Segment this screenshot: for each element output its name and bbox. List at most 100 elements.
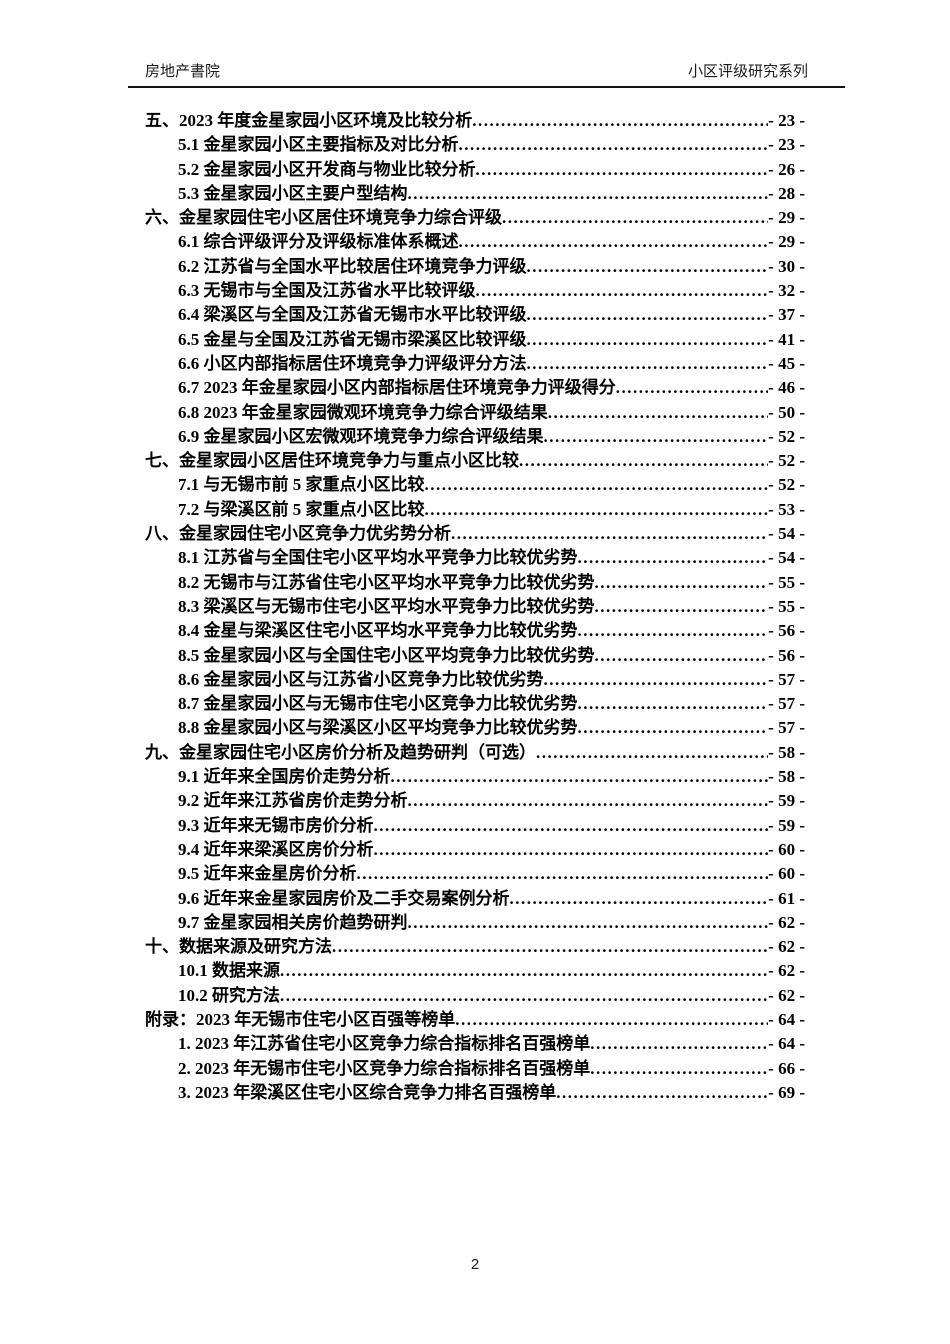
toc-entry[interactable]: 9.4 近年来梁溪区房价分析 - 60 -: [128, 838, 845, 862]
toc-entry-label: 6.9 金星家园小区宏微观环境竞争力综合评级结果: [178, 426, 544, 446]
toc-entry-label: 10.2 研究方法: [178, 985, 280, 1005]
toc-dot-leader: [476, 158, 769, 182]
toc-entry-page: - 58 -: [768, 767, 805, 787]
toc-entry-page: - 41 -: [768, 329, 805, 349]
toc-entry-page: - 59 -: [768, 791, 805, 811]
toc-dot-leader: [544, 425, 769, 449]
toc-dot-leader: [408, 182, 769, 206]
toc-dot-leader: [578, 546, 769, 570]
toc-entry-label: 8.7 金星家园小区与无锡市住宅小区竞争力比较优劣势: [178, 694, 578, 714]
toc-entry[interactable]: 9.6 近年来金星家园房价及二手交易案例分析 - 61 -: [128, 887, 845, 911]
toc-dot-leader: [408, 911, 769, 935]
toc-entry[interactable]: 8.2 无锡市与江苏省住宅小区平均水平竞争力比较优劣势 - 55 -: [128, 571, 845, 595]
toc-dot-leader: [527, 328, 769, 352]
toc-entry[interactable]: 8.4 金星与梁溪区住宅小区平均水平竞争力比较优劣势 - 56 -: [128, 619, 845, 643]
toc-entry[interactable]: 6.2 江苏省与全国水平比较居住环境竞争力评级 - 30 -: [128, 255, 845, 279]
toc-entry[interactable]: 6.3 无锡市与全国及江苏省水平比较评级 - 32 -: [128, 279, 845, 303]
toc-entry[interactable]: 10.2 研究方法 - 62 -: [128, 984, 845, 1008]
toc-dot-leader: [502, 206, 768, 230]
document-page: 房地产書院 小区评级研究系列 五、2023 年度金星家园小区环境及比较分析 - …: [128, 0, 845, 1105]
toc-entry[interactable]: 5.2 金星家园小区开发商与物业比较分析 - 26 -: [128, 158, 845, 182]
toc-entry-label: 8.8 金星家园小区与梁溪区小区平均竞争力比较优劣势: [178, 718, 578, 738]
toc-entry-label: 8.2 无锡市与江苏省住宅小区平均水平竞争力比较优劣势: [178, 572, 595, 592]
toc-entry[interactable]: 7.1 与无锡市前 5 家重点小区比较 - 52 -: [128, 473, 845, 497]
toc-entry[interactable]: 7.2 与梁溪区前 5 家重点小区比较 - 53 -: [128, 498, 845, 522]
toc-entry-label: 9.7 金星家园相关房价趋势研判: [178, 912, 408, 932]
toc-entry-page: - 46 -: [768, 378, 805, 398]
toc-dot-leader: [548, 401, 768, 425]
toc-entry[interactable]: 2. 2023 年无锡市住宅小区竞争力综合指标排名百强榜单 - 66 -: [128, 1057, 845, 1081]
toc-dot-leader: [527, 303, 769, 327]
toc-entry-label: 8.3 梁溪区与无锡市住宅小区平均水平竞争力比较优劣势: [178, 596, 595, 616]
toc-entry-label: 8.5 金星家园小区与全国住宅小区平均竞争力比较优劣势: [178, 645, 595, 665]
toc-entry-page: - 54 -: [768, 524, 805, 544]
toc-entry[interactable]: 1. 2023 年江苏省住宅小区竞争力综合指标排名百强榜单 - 64 -: [128, 1032, 845, 1056]
toc-entry-page: - 52 -: [768, 475, 805, 495]
header-brand: 房地产書院: [145, 63, 221, 80]
toc-entry[interactable]: 9.2 近年来江苏省房价走势分析 - 59 -: [128, 789, 845, 813]
toc-entry-page: - 37 -: [768, 305, 805, 325]
toc-entry[interactable]: 6.1 综合评级评分及评级标准体系概述 - 29 -: [128, 230, 845, 254]
toc-entry[interactable]: 六、金星家园住宅小区居住环境竞争力综合评级 - 29 -: [128, 206, 845, 230]
toc-entry[interactable]: 九、金星家园住宅小区房价分析及趋势研判（可选） - 58 -: [128, 741, 845, 765]
toc-entry[interactable]: 十、数据来源及研究方法 - 62 -: [128, 935, 845, 959]
toc-entry[interactable]: 9.1 近年来全国房价走势分析 - 58 -: [128, 765, 845, 789]
toc-entry[interactable]: 五、2023 年度金星家园小区环境及比较分析 - 23 -: [128, 109, 845, 133]
toc-entry-page: - 23 -: [768, 111, 805, 130]
toc-dot-leader: [425, 473, 769, 497]
toc-dot-leader: [578, 692, 769, 716]
toc-dot-leader: [527, 352, 769, 376]
toc-entry-label: 8.4 金星与梁溪区住宅小区平均水平竞争力比较优劣势: [178, 621, 578, 641]
toc-entry[interactable]: 8.6 金星家园小区与江苏省小区竞争力比较优劣势 - 57 -: [128, 668, 845, 692]
toc-dot-leader: [519, 449, 768, 473]
page-footer: 2: [0, 1256, 950, 1273]
toc-dot-leader: [280, 984, 768, 1008]
toc-entry-page: - 64 -: [768, 1009, 805, 1029]
page-number: 2: [470, 1256, 480, 1273]
toc-entry[interactable]: 6.5 金星与全国及江苏省无锡市梁溪区比较评级 - 41 -: [128, 328, 845, 352]
toc-entry-label: 2. 2023 年无锡市住宅小区竞争力综合指标排名百强榜单: [178, 1058, 591, 1078]
toc-entry[interactable]: 5.1 金星家园小区主要指标及对比分析 - 23 -: [128, 133, 845, 157]
toc-entry-page: - 62 -: [768, 912, 805, 932]
toc-entry[interactable]: 6.6 小区内部指标居住环境竞争力评级评分方法 - 45 -: [128, 352, 845, 376]
toc-entry[interactable]: 附录：2023 年无锡市住宅小区百强等榜单 - 64 -: [128, 1008, 845, 1032]
toc-dot-leader: [476, 279, 769, 303]
toc-entry-label: 6.8 2023 年金星家园微观环境竞争力综合评级结果: [178, 402, 548, 422]
toc-entry[interactable]: 10.1 数据来源 - 62 -: [128, 959, 845, 983]
toc-entry-label: 9.3 近年来无锡市房价分析: [178, 815, 374, 835]
toc-entry[interactable]: 8.7 金星家园小区与无锡市住宅小区竞争力比较优劣势 - 57 -: [128, 692, 845, 716]
toc-entry-label: 6.7 2023 年金星家园小区内部指标居住环境竞争力评级得分: [178, 378, 616, 398]
toc-entry[interactable]: 9.5 近年来金星房价分析 - 60 -: [128, 862, 845, 886]
toc-entry[interactable]: 八、金星家园住宅小区竞争力优劣势分析 - 54 -: [128, 522, 845, 546]
toc-entry-label: 6.6 小区内部指标居住环境竞争力评级评分方法: [178, 353, 527, 373]
toc-entry-label: 6.3 无锡市与全国及江苏省水平比较评级: [178, 281, 476, 301]
toc-entry[interactable]: 8.5 金星家园小区与全国住宅小区平均竞争力比较优劣势 - 56 -: [128, 644, 845, 668]
toc-entry-page: - 32 -: [768, 281, 805, 301]
toc-entry[interactable]: 3. 2023 年梁溪区住宅小区综合竞争力排名百强榜单 - 69 -: [128, 1081, 845, 1105]
toc-entry-label: 7.1 与无锡市前 5 家重点小区比较: [178, 475, 425, 495]
toc-dot-leader: [595, 571, 769, 595]
toc-dot-leader: [408, 789, 769, 813]
toc-entry-page: - 57 -: [768, 718, 805, 738]
toc-entry[interactable]: 9.7 金星家园相关房价趋势研判 - 62 -: [128, 911, 845, 935]
toc-entry-label: 5.2 金星家园小区开发商与物业比较分析: [178, 159, 476, 179]
toc-dot-leader: [280, 959, 768, 983]
toc-entry[interactable]: 6.8 2023 年金星家园微观环境竞争力综合评级结果 - 50 -: [128, 401, 845, 425]
toc-entry[interactable]: 6.7 2023 年金星家园小区内部指标居住环境竞争力评级得分 - 46 -: [128, 376, 845, 400]
toc-entry[interactable]: 七、金星家园小区居住环境竞争力与重点小区比较 - 52 -: [128, 449, 845, 473]
toc-entry[interactable]: 8.8 金星家园小区与梁溪区小区平均竞争力比较优劣势 - 57 -: [128, 716, 845, 740]
toc-entry-page: - 45 -: [768, 353, 805, 373]
toc-entry[interactable]: 9.3 近年来无锡市房价分析 - 59 -: [128, 814, 845, 838]
toc-entry-label: 7.2 与梁溪区前 5 家重点小区比较: [178, 499, 425, 519]
toc-entry-label: 十、数据来源及研究方法: [145, 937, 332, 957]
toc-entry[interactable]: 6.4 梁溪区与全国及江苏省无锡市水平比较评级 - 37 -: [128, 303, 845, 327]
toc-dot-leader: [578, 619, 769, 643]
toc-entry[interactable]: 8.3 梁溪区与无锡市住宅小区平均水平竞争力比较优劣势 - 55 -: [128, 595, 845, 619]
toc-entry-label: 9.2 近年来江苏省房价走势分析: [178, 791, 408, 811]
toc-entry[interactable]: 6.9 金星家园小区宏微观环境竞争力综合评级结果 - 52 -: [128, 425, 845, 449]
toc-dot-leader: [374, 814, 769, 838]
toc-entry-label: 9.6 近年来金星家园房价及二手交易案例分析: [178, 888, 510, 908]
toc-entry-page: - 56 -: [768, 621, 805, 641]
toc-entry[interactable]: 8.1 江苏省与全国住宅小区平均水平竞争力比较优劣势 - 54 -: [128, 546, 845, 570]
toc-entry[interactable]: 5.3 金星家园小区主要户型结构 - 28 -: [128, 182, 845, 206]
